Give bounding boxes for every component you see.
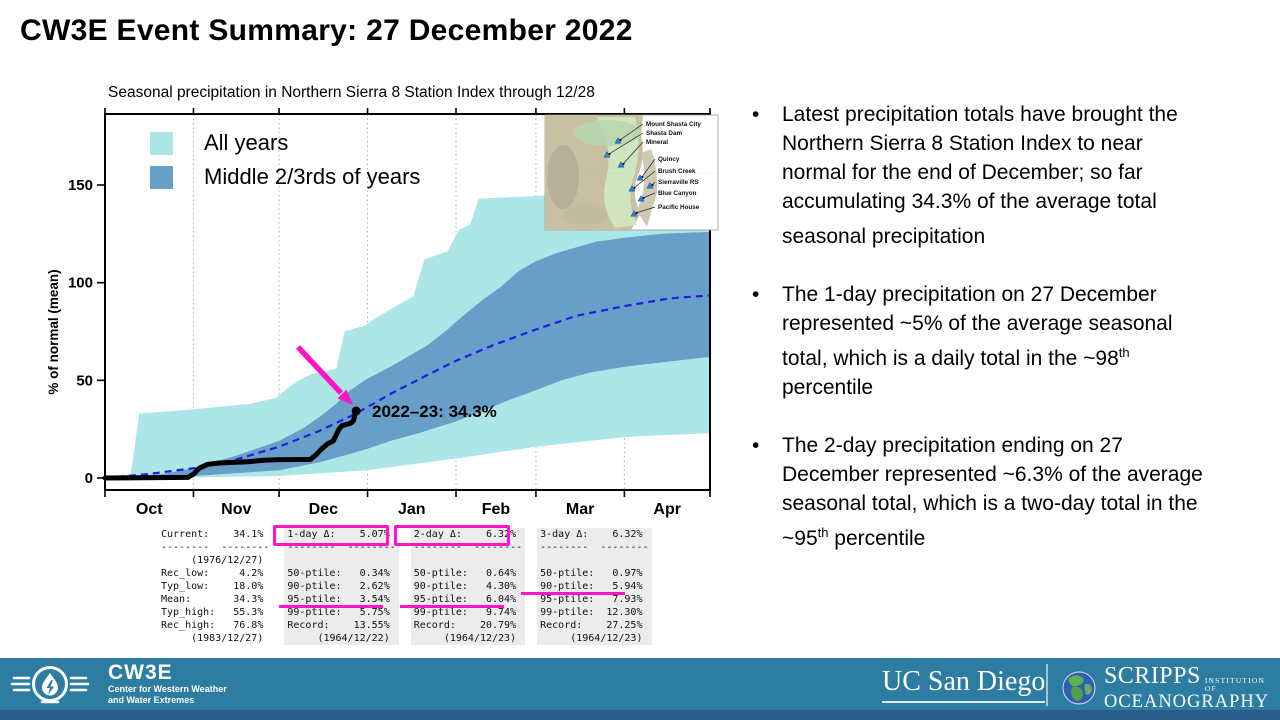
highlight-box-1day [273,525,389,546]
plot-border [104,113,711,491]
station-marker [617,161,625,168]
x-tick-label: Mar [566,501,594,518]
stats-col-2day: 2-day Δ: 6.32% -------- -------- 50-ptil… [410,528,526,645]
scripps-word: SCRIPPS [1103,663,1201,689]
bullet-item-1: • Latest precipitation totals have broug… [752,100,1204,251]
station-label: Blue Canyon [658,190,697,197]
annotation-arrow [295,345,353,405]
y-tick-label: 50 [76,372,93,389]
cw3e-logo: CW3E Center for Western Weather and Wate… [8,658,227,710]
station-leader-line [641,158,656,178]
scripps-logo: SCRIPPS INSTITUTION OF OCEANOGRAPHY [1060,664,1280,712]
ucsd-wordmark: UC San Diego [882,666,1046,703]
stats-col-current: Current: 34.1% -------- -------- (1976/1… [161,529,270,644]
station-marker [603,151,611,158]
bullet-marker: • [752,283,760,306]
bullet-marker: • [752,103,760,126]
bullet-item-3: • The 2-day precipitation ending on 27 D… [752,431,1204,553]
summary-bullets: • Latest precipitation totals have broug… [752,100,1204,582]
bullet-item-2: • The 1-day precipitation on 27 December… [752,280,1204,402]
globe-icon [1062,671,1096,705]
station-label: Sierraville RS [658,179,699,186]
percentile-stats-table: Current: 34.1% -------- -------- (1976/1… [158,525,652,645]
inset-station-map: Mount Shasta City Shasta Dam Mineral Quincy… [544,114,719,231]
current-season-line [102,408,359,481]
x-tick-label: Nov [221,501,251,518]
cw3e-acronym: CW3E [108,661,173,684]
leader-dot [608,152,611,156]
station-marker [630,210,638,217]
station-label: Brush Creek [658,168,696,175]
stats-col-3day: 3-day Δ: 6.32% -------- -------- 50-ptil… [537,528,652,645]
x-tick-label: Apr [653,501,681,518]
cw3e-droplet-icon [10,666,90,704]
legend-swatch [150,166,173,189]
station-label: Mount Shasta City [646,121,701,128]
scripps-oceanography: OCEANOGRAPHY [1103,692,1270,712]
leader-dot [651,183,654,187]
y-tick-label: 100 [68,275,93,292]
station-marker [637,195,645,202]
chart-series [102,188,711,481]
station-leader-line [608,132,644,155]
station-marker [636,174,644,181]
scripps-institution-of: INSTITUTION OF [1204,676,1266,693]
station-leader-line [635,206,656,214]
page-title: CW3E Event Summary: 27 December 2022 [20,14,633,47]
station-label: Shasta Dam [646,130,682,137]
leader-dot [619,138,622,142]
legend-swatch [150,132,173,155]
highlight-underline-2day-95ptile [400,605,504,608]
leader-dot [622,162,625,166]
station-leader-line [642,192,656,199]
current-value-dot [351,406,361,416]
station-label: Pacific House [658,204,700,211]
station-label: Mineral [646,139,668,146]
station-marker [614,137,622,144]
leader-dot [635,211,638,215]
chart-title: Seasonal precipitation in Northern Sierr… [108,84,595,101]
current-season-label: 2022–23: 34.3% [372,402,497,421]
y-axis-title: % of normal (mean) [46,269,61,394]
precipitation-chart: 2022–23: 34.3% 0 50 100 150 Oct Nov Dec Jan Feb M… [46,108,719,518]
station-leader-line [633,170,656,189]
leader-dot [633,186,636,190]
axes: 0 50 100 150 Oct Nov Dec Jan Feb Mar Apr [68,108,711,518]
legend-label: All years [204,130,288,155]
station-leader-line [622,141,644,165]
cw3e-name-line2: and Water Extremes [108,695,195,705]
station-markers: Mount Shasta City Shasta Dam Mineral Quincy… [603,121,701,217]
y-tick-label: 150 [68,177,93,194]
station-marker [646,182,654,189]
legend-label: Middle 2/3rds of years [204,164,420,189]
x-tick-label: Feb [482,501,511,518]
bullet-marker: • [752,434,760,457]
x-tick-label: Oct [136,501,163,518]
band-middle-two-thirds [105,231,710,478]
station-marker [628,185,636,192]
leader-dot [642,196,645,200]
y-tick-label: 0 [85,470,93,487]
x-tick-label: Dec [309,501,338,518]
chart-legend: All years Middle 2/3rds of years [150,130,420,189]
station-label: Quincy [658,156,680,163]
highlight-underline-3day-90ptile [521,592,625,595]
logo-divider [1046,664,1048,706]
cw3e-name-line1: Center for Western Weather [108,684,227,694]
footer-banner: CW3E Center for Western Weather and Wate… [0,658,1280,720]
leader-dot [641,175,644,179]
highlight-box-2day [394,525,510,546]
stats-col-1day: 1-day Δ: 5.07% -------- -------- 50-ptil… [284,528,399,645]
station-leader-line [619,123,644,141]
highlight-underline-1day-95ptile [279,605,383,608]
x-tick-label: Jan [398,501,426,518]
footer-accent-strip [0,710,1280,720]
